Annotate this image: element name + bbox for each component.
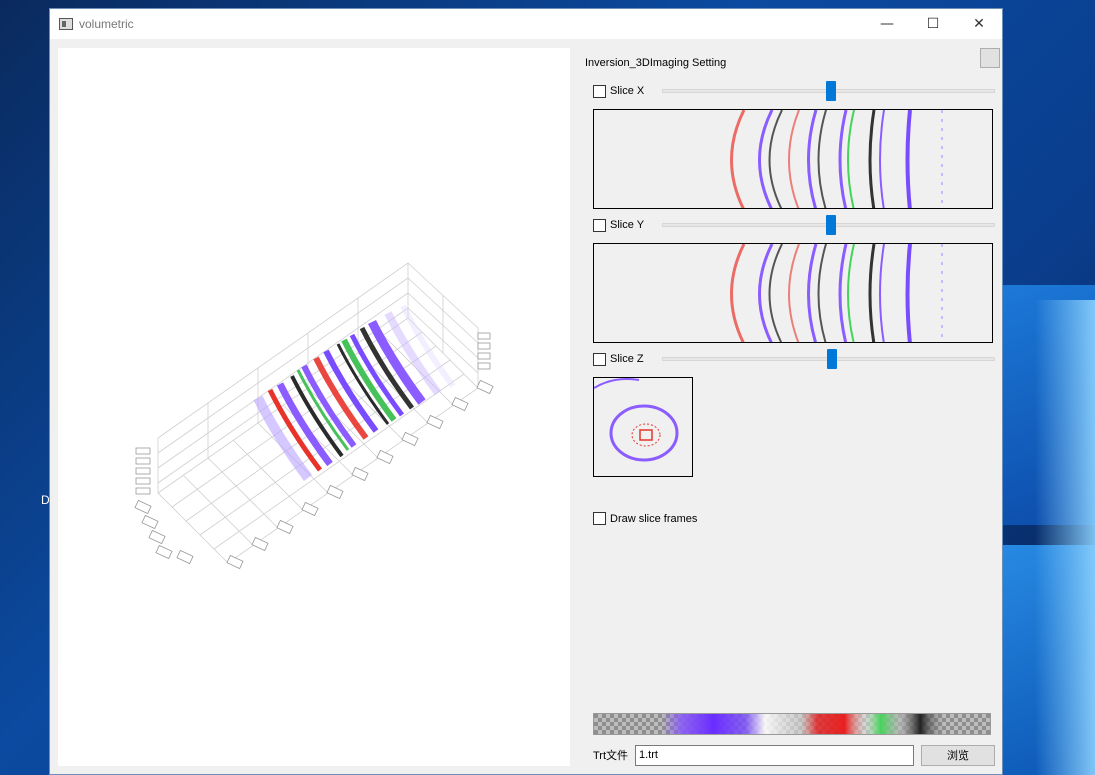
slice-y-checkbox[interactable] (593, 218, 606, 232)
desktop-glow (1035, 300, 1095, 775)
draw-frames-row: Draw slice frames (593, 512, 697, 525)
settings-title: Inversion_3DImaging Setting (585, 57, 727, 69)
slice-y-slider-thumb[interactable] (826, 215, 836, 235)
draw-frames-checkbox[interactable] (593, 512, 606, 525)
slice-z-row: Slice Z (593, 349, 995, 369)
slice-z-preview (593, 377, 693, 477)
volume-plot-canvas[interactable] (58, 48, 570, 766)
slice-x-image (730, 110, 943, 208)
slice-y-slider[interactable] (662, 215, 995, 235)
slice-z-slider-thumb[interactable] (827, 349, 837, 369)
title-bar[interactable]: volumetric — ☐ ✕ (50, 9, 1002, 39)
volume-plot-svg (134, 262, 494, 570)
slice-x-label: Slice X (610, 85, 645, 97)
slice-y-image (730, 244, 943, 342)
trt-file-input[interactable] (635, 744, 914, 766)
app-window-icon (59, 18, 73, 30)
plot-grid (157, 262, 479, 564)
browse-button[interactable]: 浏览 (921, 744, 995, 766)
slice-y-preview (593, 243, 993, 343)
app-window: volumetric — ☐ ✕ (49, 8, 1003, 775)
maximize-button[interactable]: ☐ (926, 16, 940, 32)
slice-x-slider[interactable] (662, 81, 995, 101)
minimize-button[interactable]: — (880, 16, 894, 32)
volume-slices (253, 304, 456, 481)
colormap-bar[interactable] (593, 713, 991, 735)
trt-file-label: Trt文件 (593, 750, 629, 762)
window-title: volumetric (79, 17, 134, 31)
slice-x-checkbox[interactable] (593, 84, 606, 98)
slice-z-image (594, 378, 679, 462)
axis-ticks (134, 332, 494, 570)
settings-toggle-button[interactable] (980, 48, 1000, 68)
slice-y-label: Slice Y (610, 219, 645, 231)
draw-frames-label: Draw slice frames (610, 512, 698, 525)
desktop-label: D (41, 493, 50, 507)
slice-z-checkbox[interactable] (593, 352, 606, 366)
slice-x-preview (593, 109, 993, 209)
settings-panel: Inversion_3DImaging Setting Slice X (585, 48, 1003, 768)
close-button[interactable]: ✕ (973, 16, 985, 32)
trt-file-row: Trt文件 浏览 (593, 744, 995, 766)
slice-x-slider-thumb[interactable] (826, 81, 836, 101)
slice-y-row: Slice Y (593, 215, 995, 235)
slice-x-row: Slice X (593, 81, 995, 101)
colormap-gradient (594, 714, 990, 734)
slice-z-slider[interactable] (662, 349, 995, 369)
slice-z-label: Slice Z (610, 353, 644, 365)
